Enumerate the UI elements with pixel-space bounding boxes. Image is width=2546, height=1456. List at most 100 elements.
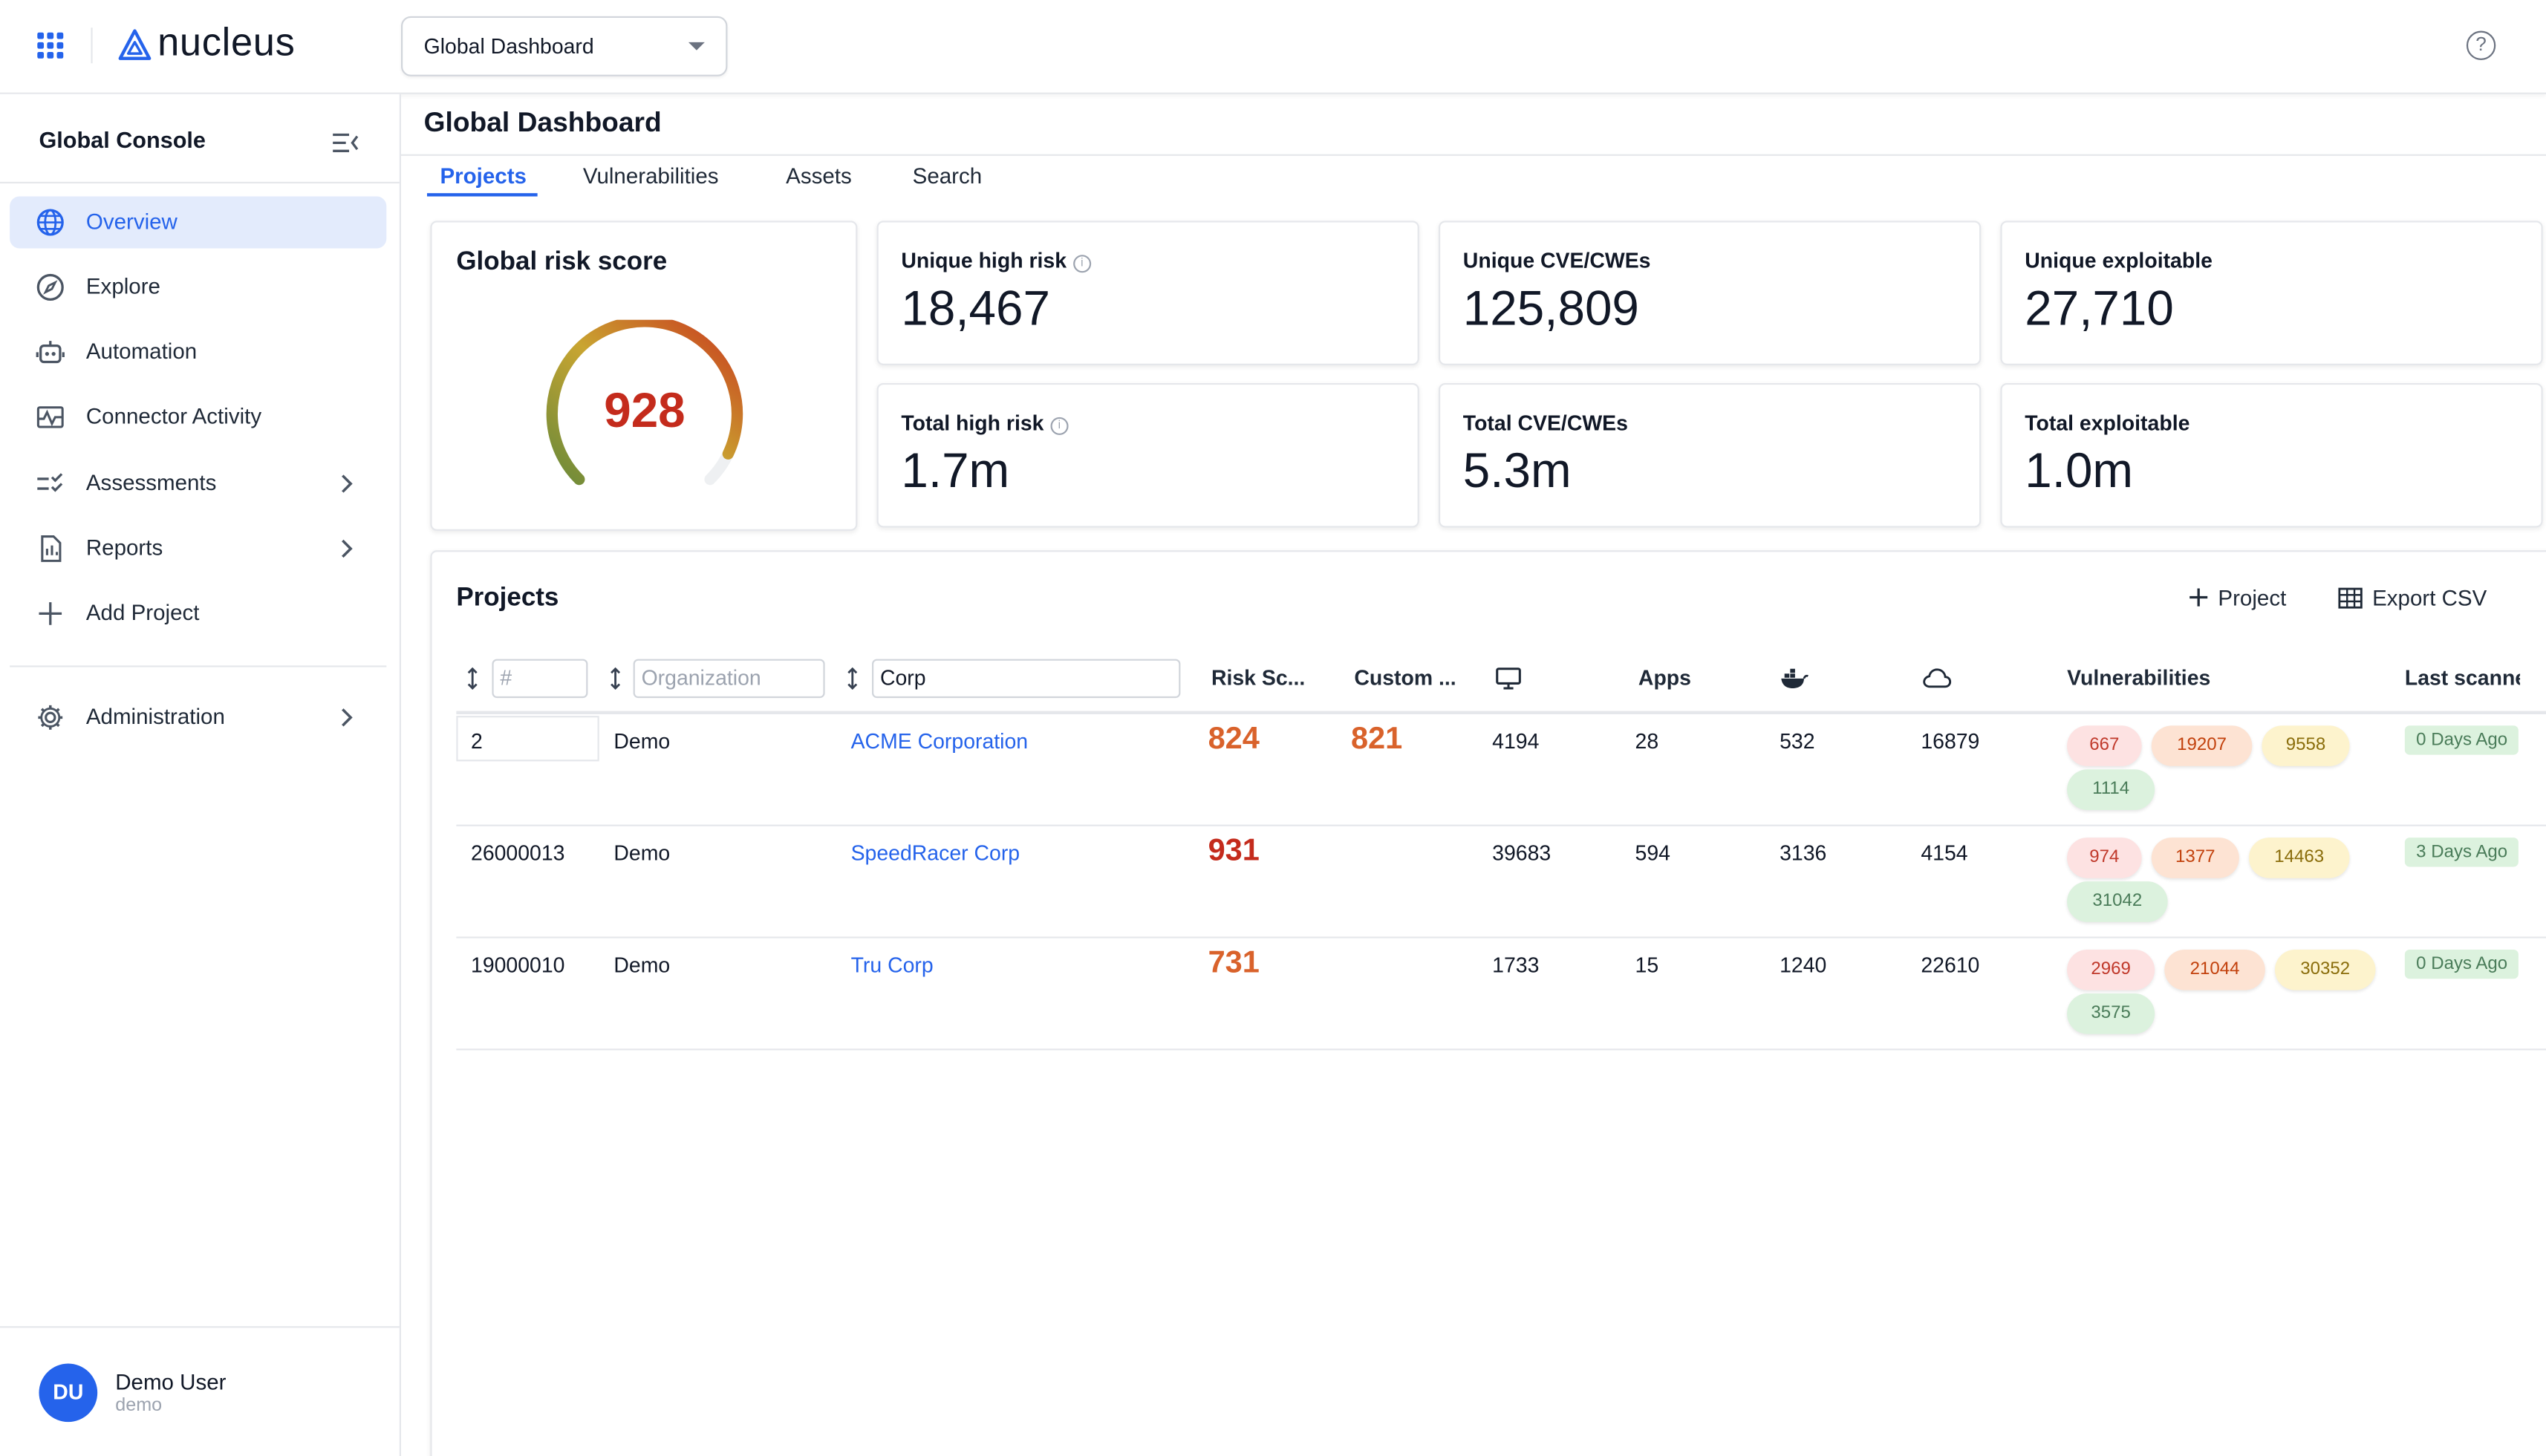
column-header-vulnerabilities[interactable]: Vulnerabilities bbox=[2067, 665, 2211, 691]
sidebar-item-administration[interactable]: Administration bbox=[10, 691, 386, 743]
sidebar-item-add-project[interactable]: Add Project bbox=[10, 587, 386, 639]
sidebar-item-connector-activity[interactable]: Connector Activity bbox=[10, 391, 386, 443]
dashboard-select[interactable]: Global Dashboard bbox=[401, 16, 728, 76]
active-tab-indicator bbox=[426, 193, 538, 197]
column-header-risk-score[interactable]: Risk Sc... bbox=[1211, 665, 1306, 691]
add-project-label: Project bbox=[2218, 586, 2287, 611]
app-count: 28 bbox=[1635, 728, 1659, 754]
risk-gauge bbox=[546, 319, 743, 486]
docker-icon[interactable] bbox=[1780, 667, 1808, 691]
column-header-apps[interactable]: Apps bbox=[1638, 665, 1691, 691]
stat-value: 27,710 bbox=[2025, 282, 2174, 336]
report-icon bbox=[41, 535, 62, 562]
sidebar-item-label: Explore bbox=[85, 274, 160, 299]
name-filter-input[interactable]: Corp bbox=[872, 659, 1181, 699]
tab-projects[interactable]: Projects bbox=[440, 163, 527, 189]
nucleus-logo-icon bbox=[118, 29, 152, 60]
app-grid-icon[interactable] bbox=[37, 32, 64, 59]
sidebar-item-label: Assessments bbox=[85, 471, 217, 495]
vulnerability-count-badge[interactable]: 1114 bbox=[2067, 769, 2155, 810]
host-count: 1733 bbox=[1492, 953, 1540, 978]
activity-icon bbox=[36, 406, 64, 428]
last-scanned-badge: 0 Days Ago bbox=[2404, 725, 2519, 755]
info-icon[interactable]: i bbox=[1050, 417, 1069, 435]
sort-icon[interactable] bbox=[466, 667, 478, 691]
table-icon bbox=[2338, 587, 2363, 609]
risk-score: 731 bbox=[1208, 946, 1260, 981]
vulnerability-count-badge[interactable]: 19207 bbox=[2151, 725, 2253, 766]
avatar[interactable]: DU bbox=[39, 1363, 98, 1423]
gear-icon bbox=[38, 705, 63, 730]
stat-value: 125,809 bbox=[1462, 282, 1639, 336]
project-name-link[interactable]: Tru Corp bbox=[850, 953, 934, 978]
sidebar-item-automation[interactable]: Automation bbox=[10, 326, 386, 378]
export-csv-button[interactable]: Export CSV bbox=[2338, 586, 2487, 610]
vulnerability-count-badge[interactable]: 31042 bbox=[2067, 881, 2168, 922]
sidebar-item-label: Add Project bbox=[85, 600, 200, 625]
stat-card-total-high-risk: Total high risk i 1.7m bbox=[876, 382, 1419, 528]
sidebar-item-assessments[interactable]: Assessments bbox=[10, 458, 386, 510]
row-divider bbox=[456, 936, 2546, 938]
sidebar-item-label: Overview bbox=[85, 209, 178, 234]
sort-icon[interactable] bbox=[846, 667, 859, 691]
tab-assets[interactable]: Assets bbox=[786, 163, 852, 189]
tab-search[interactable]: Search bbox=[912, 163, 983, 189]
plus-icon bbox=[39, 602, 62, 625]
sort-icon[interactable] bbox=[609, 667, 622, 691]
vulnerability-count-badge[interactable]: 14463 bbox=[2248, 838, 2350, 878]
logo-text: nucleus bbox=[157, 21, 296, 65]
vulnerability-count-badge[interactable]: 9558 bbox=[2262, 725, 2350, 766]
container-count: 3136 bbox=[1780, 840, 1827, 866]
sidebar-item-explore[interactable]: Explore bbox=[10, 261, 386, 313]
project-name-link[interactable]: SpeedRacer Corp bbox=[850, 840, 1020, 866]
divider bbox=[401, 154, 2546, 156]
cloud-icon[interactable] bbox=[1923, 667, 1952, 688]
sidebar: Global Console Overview Explore Automati… bbox=[0, 94, 402, 1456]
divider bbox=[0, 1326, 400, 1328]
risk-score-title: Global risk score bbox=[456, 248, 668, 276]
column-header-last-scanned[interactable]: Last scanned bbox=[2404, 665, 2520, 691]
projects-title: Projects bbox=[456, 584, 559, 613]
vulnerability-count-badge[interactable]: 667 bbox=[2067, 725, 2142, 766]
monitor-icon[interactable] bbox=[1496, 667, 1522, 691]
project-name-link[interactable]: ACME Corporation bbox=[850, 728, 1029, 754]
stat-label: Unique exploitable bbox=[2025, 248, 2213, 273]
divider bbox=[456, 711, 2546, 714]
help-icon[interactable]: ? bbox=[2466, 30, 2496, 60]
id-filter-input[interactable]: # bbox=[492, 659, 588, 699]
tab-vulnerabilities[interactable]: Vulnerabilities bbox=[582, 163, 719, 189]
compass-icon bbox=[36, 273, 64, 301]
project-id: 2 bbox=[471, 728, 483, 754]
project-organization: Demo bbox=[613, 728, 671, 754]
vulnerability-count-badge[interactable]: 21044 bbox=[2164, 949, 2265, 990]
vulnerability-count-badge[interactable]: 3575 bbox=[2067, 993, 2155, 1034]
vulnerability-count-badge[interactable]: 30352 bbox=[2274, 949, 2376, 990]
user-subtitle: demo bbox=[115, 1396, 163, 1416]
collapse-sidebar-icon[interactable] bbox=[331, 131, 360, 154]
stat-value: 18,467 bbox=[901, 282, 1050, 336]
stat-label: Total CVE/CWEs bbox=[1462, 411, 1628, 435]
sidebar-item-overview[interactable]: Overview bbox=[10, 196, 387, 249]
column-header-custom[interactable]: Custom ... bbox=[1354, 665, 1456, 691]
gauge-fill bbox=[546, 319, 743, 486]
risk-score-card: Global risk score 928 bbox=[430, 221, 858, 531]
stat-label: Unique high risk i bbox=[901, 248, 1091, 273]
vulnerability-count-badge[interactable]: 2969 bbox=[2067, 949, 2155, 990]
row-divider bbox=[456, 1048, 2546, 1051]
chevron-right-icon bbox=[342, 474, 353, 493]
stat-value: 5.3m bbox=[1462, 445, 1572, 499]
organization-filter-input[interactable]: Organization bbox=[633, 659, 825, 699]
stat-value: 1.7m bbox=[901, 445, 1010, 499]
vulnerability-count-badge[interactable]: 974 bbox=[2067, 838, 2142, 878]
page-title: Global Dashboard bbox=[423, 107, 662, 138]
last-scanned-badge: 0 Days Ago bbox=[2404, 949, 2519, 979]
user-name: Demo User bbox=[115, 1370, 227, 1394]
vulnerability-count-badge[interactable]: 1377 bbox=[2151, 838, 2239, 878]
info-icon[interactable]: i bbox=[1072, 255, 1091, 273]
container-count: 1240 bbox=[1780, 953, 1827, 978]
stat-value: 1.0m bbox=[2025, 445, 2134, 499]
divider bbox=[10, 665, 387, 667]
sidebar-item-reports[interactable]: Reports bbox=[10, 523, 386, 575]
add-project-button[interactable]: Project bbox=[2189, 586, 2286, 610]
